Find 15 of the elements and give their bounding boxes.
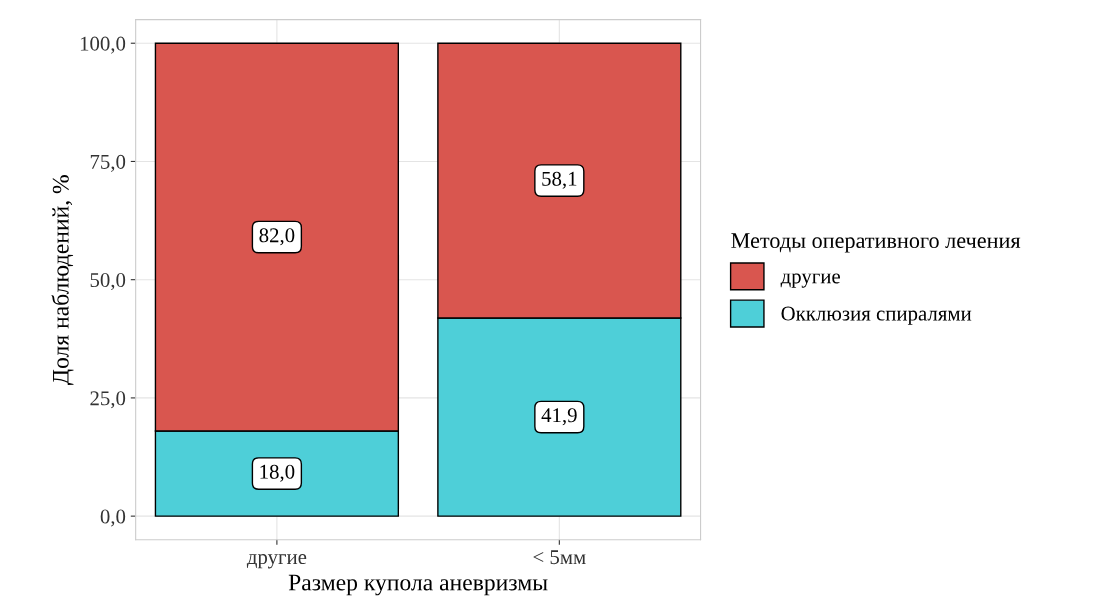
y-tick-label: 75,0 (90, 154, 126, 172)
y-tick-label: 100,0 (80, 36, 126, 54)
y-tick-label: 25,0 (90, 391, 126, 409)
legend-label: другие (780, 273, 840, 288)
y-tick-label: 0,0 (100, 509, 126, 527)
data-label: 18,0 (260, 464, 295, 482)
x-tick-label: < 5мм (533, 550, 586, 565)
data-label: 41,9 (541, 408, 577, 426)
data-label: 58,1 (542, 171, 577, 189)
legend-title: Методы оперативного лечения (731, 233, 1021, 253)
y-axis-title: Доля наблюдений, % (51, 175, 74, 385)
legend-label: Окклюзия спиралями (781, 306, 972, 325)
y-tick-label: 50,0 (90, 273, 126, 291)
data-label: 82,0 (259, 228, 295, 246)
x-axis-title: Размер купола аневризмы (288, 574, 548, 596)
